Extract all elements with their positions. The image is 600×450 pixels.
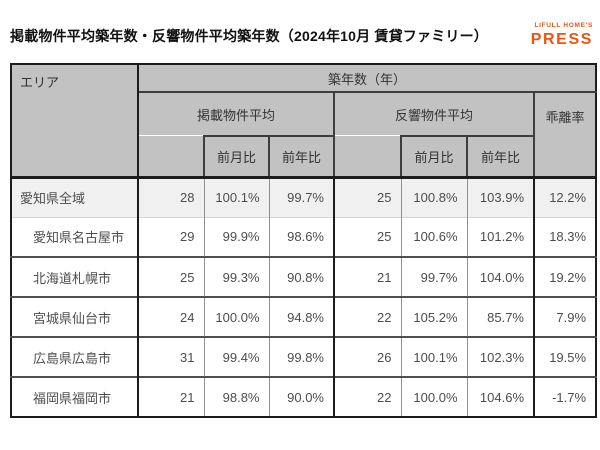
listed-mom-cell: 99.9%	[203, 216, 269, 257]
response-avg-cell: 26	[333, 336, 401, 377]
listed-mom-cell: 99.3%	[203, 256, 269, 297]
area-cell: 宮城県仙台市	[11, 296, 138, 337]
age-years-header-cell: 築年数（年）	[138, 64, 597, 93]
building-age-table: エリア 築年数（年） 掲載物件平均 反響物件平均 乖離率 前月比 前年比 前月比…	[10, 63, 598, 418]
divergence-cell: -1.7%	[532, 376, 597, 417]
response-mom-header-cell: 前月比	[400, 135, 468, 179]
table-row: 福岡県福岡市 21 98.8% 90.0% 22 100.0% 104.6% -…	[11, 376, 597, 417]
table-row: 広島県広島市 31 99.4% 99.8% 26 100.1% 102.3% 1…	[11, 336, 597, 377]
response-mom-cell: 105.2%	[400, 296, 467, 337]
listed-yoy-cell: 94.8%	[268, 296, 334, 337]
logo-brand-text: LIFULL HOME'S	[534, 22, 593, 29]
response-mom-cell: 100.1%	[400, 336, 467, 377]
listed-avg-cell: 21	[137, 376, 204, 417]
response-value-header-spacer	[333, 136, 401, 179]
response-average-header-cell: 反響物件平均	[333, 92, 534, 136]
response-avg-cell: 25	[333, 176, 401, 217]
area-header-cell: エリア	[11, 64, 139, 179]
listed-avg-cell: 28	[137, 176, 204, 217]
area-cell: 愛知県全域	[11, 176, 138, 217]
listed-mom-cell: 100.0%	[203, 296, 269, 337]
listed-yoy-cell: 99.7%	[268, 176, 334, 217]
lifull-homes-press-logo: LIFULL HOME'S PRESS	[530, 22, 593, 48]
area-cell: 愛知県名古屋市	[11, 216, 138, 257]
response-yoy-cell: 101.2%	[466, 216, 534, 257]
listed-yoy-header-cell: 前年比	[268, 135, 335, 179]
divergence-cell: 18.3%	[532, 216, 597, 257]
logo-press-text: PRESS	[530, 30, 593, 48]
listed-yoy-cell: 90.0%	[268, 376, 334, 417]
listed-mom-cell: 99.4%	[203, 336, 269, 377]
divergence-cell: 12.2%	[532, 176, 597, 217]
response-mom-cell: 100.8%	[400, 176, 467, 217]
listed-avg-cell: 29	[137, 216, 204, 257]
header-row-1: エリア 築年数（年）	[11, 64, 597, 179]
response-avg-cell: 25	[333, 216, 401, 257]
divergence-header-cell: 乖離率	[532, 92, 597, 179]
response-avg-cell: 22	[333, 376, 401, 417]
response-yoy-cell: 103.9%	[466, 176, 534, 217]
listed-avg-cell: 24	[137, 296, 204, 337]
response-avg-cell: 22	[333, 296, 401, 337]
divergence-cell: 7.9%	[532, 296, 597, 337]
area-cell: 北海道札幌市	[11, 256, 138, 297]
response-yoy-cell: 102.3%	[466, 336, 534, 377]
table-row: 宮城県仙台市 24 100.0% 94.8% 22 105.2% 85.7% 7…	[11, 296, 597, 337]
listed-yoy-cell: 90.8%	[268, 256, 334, 297]
listed-value-header-spacer	[138, 136, 204, 179]
listed-yoy-cell: 98.6%	[268, 216, 334, 257]
divergence-cell: 19.5%	[532, 336, 597, 377]
listed-average-header-cell: 掲載物件平均	[138, 92, 334, 136]
listed-avg-cell: 31	[137, 336, 204, 377]
response-yoy-cell: 104.0%	[466, 256, 534, 297]
listed-yoy-cell: 99.8%	[268, 336, 334, 377]
table-row: 愛知県全域 28 100.1% 99.7% 25 100.8% 103.9% 1…	[11, 176, 597, 217]
table-row: 愛知県名古屋市 29 99.9% 98.6% 25 100.6% 101.2% …	[11, 216, 597, 257]
page-title: 掲載物件平均築年数・反響物件平均築年数（2024年10月 賃貸ファミリー）	[10, 28, 489, 44]
divergence-cell: 19.2%	[532, 256, 597, 297]
header-row-3: 前月比 前年比 前月比 前年比	[11, 135, 596, 179]
response-mom-cell: 100.6%	[400, 216, 467, 257]
listed-mom-cell: 98.8%	[203, 376, 269, 417]
response-mom-cell: 99.7%	[400, 256, 467, 297]
response-yoy-cell: 85.7%	[466, 296, 534, 337]
area-cell: 広島県広島市	[11, 336, 138, 377]
table-row: 北海道札幌市 25 99.3% 90.8% 21 99.7% 104.0% 19…	[11, 256, 597, 297]
response-yoy-cell: 104.6%	[466, 376, 534, 417]
listed-mom-header-cell: 前月比	[203, 135, 270, 179]
response-yoy-header-cell: 前年比	[466, 135, 535, 179]
listed-avg-cell: 25	[137, 256, 204, 297]
area-cell: 福岡県福岡市	[11, 376, 138, 417]
header-row-2: 掲載物件平均 反響物件平均 乖離率	[11, 92, 597, 179]
response-mom-cell: 100.0%	[400, 376, 467, 417]
listed-mom-cell: 100.1%	[203, 176, 269, 217]
response-avg-cell: 21	[333, 256, 401, 297]
